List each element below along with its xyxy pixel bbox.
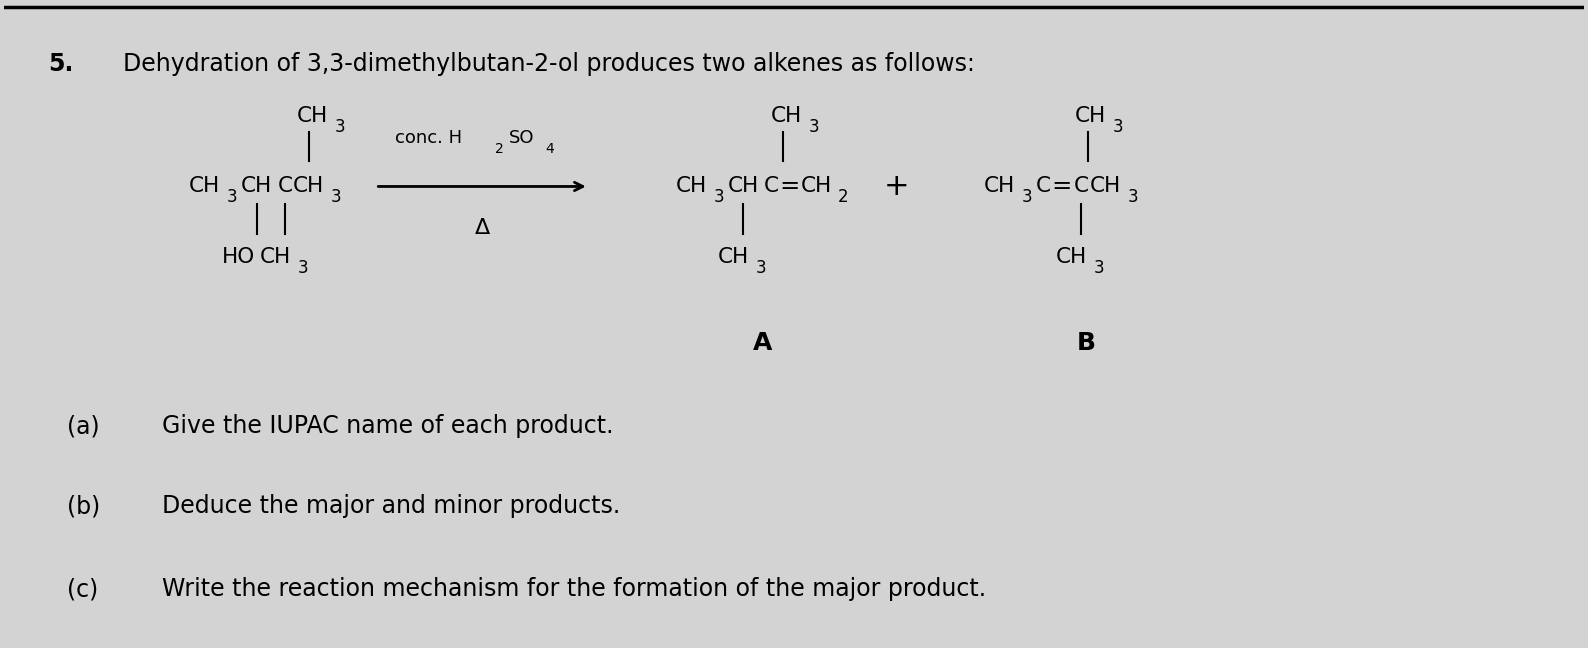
Text: (b): (b)	[67, 494, 100, 518]
Text: B: B	[1077, 331, 1096, 355]
Text: 5.: 5.	[48, 52, 73, 76]
Text: 3: 3	[1094, 259, 1105, 277]
Text: 2: 2	[838, 189, 850, 206]
Text: 3: 3	[335, 118, 345, 136]
Text: C: C	[1073, 176, 1089, 196]
Text: +: +	[885, 172, 910, 201]
Text: 3: 3	[756, 259, 767, 277]
Text: 3: 3	[1127, 189, 1139, 206]
Text: CH: CH	[727, 176, 759, 196]
Text: 3: 3	[808, 118, 819, 136]
Text: =: =	[780, 174, 800, 198]
Text: conc. H: conc. H	[395, 130, 462, 148]
Text: 3: 3	[1021, 189, 1032, 206]
Text: CH: CH	[1056, 247, 1088, 267]
Text: A: A	[753, 331, 772, 355]
Text: HO: HO	[222, 247, 256, 267]
Text: 3: 3	[299, 259, 308, 277]
Text: CH: CH	[294, 176, 324, 196]
Text: CH: CH	[189, 176, 221, 196]
Text: CH: CH	[675, 176, 707, 196]
Text: C: C	[1035, 176, 1051, 196]
Text: (c): (c)	[67, 577, 98, 601]
Text: CH: CH	[770, 106, 802, 126]
Text: 3: 3	[1113, 118, 1124, 136]
Text: CH: CH	[260, 247, 291, 267]
Text: SO: SO	[508, 130, 535, 148]
Text: CH: CH	[718, 247, 750, 267]
Text: CH: CH	[297, 106, 327, 126]
Text: Write the reaction mechanism for the formation of the major product.: Write the reaction mechanism for the for…	[162, 577, 986, 601]
Text: C: C	[278, 176, 292, 196]
Text: 2: 2	[494, 143, 503, 156]
Text: 3: 3	[332, 189, 341, 206]
Text: 3: 3	[713, 189, 724, 206]
Text: CH: CH	[983, 176, 1015, 196]
Text: Dehydration of 3,3-dimethylbutan-2-ol produces two alkenes as follows:: Dehydration of 3,3-dimethylbutan-2-ol pr…	[122, 52, 975, 76]
Text: (a): (a)	[67, 414, 100, 438]
Text: 4: 4	[545, 143, 554, 156]
Text: 3: 3	[227, 189, 238, 206]
Text: CH: CH	[241, 176, 273, 196]
Text: C: C	[764, 176, 780, 196]
Text: Give the IUPAC name of each product.: Give the IUPAC name of each product.	[162, 414, 613, 438]
Text: CH: CH	[1075, 106, 1107, 126]
Text: Deduce the major and minor products.: Deduce the major and minor products.	[162, 494, 621, 518]
Text: =: =	[1051, 174, 1072, 198]
Text: CH: CH	[800, 176, 832, 196]
Text: CH: CH	[1089, 176, 1121, 196]
Text: Δ: Δ	[475, 218, 489, 238]
